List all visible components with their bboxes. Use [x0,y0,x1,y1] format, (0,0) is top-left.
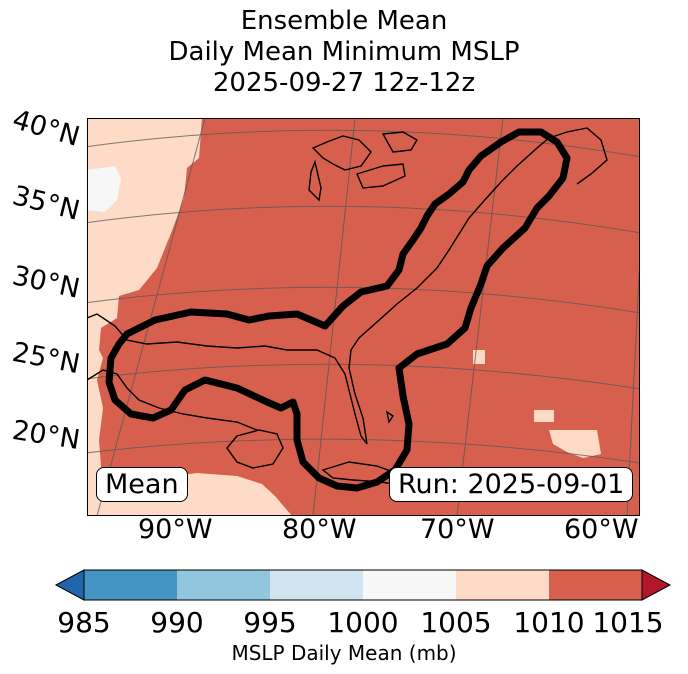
pressure-fill-1005-west [87,118,202,516]
colorbar-bin-1010 [549,570,642,600]
run-date-tag: Run: 2025-09-01 [389,467,634,502]
lat-label-35: 35°N [9,180,83,227]
colorbar-tick-1000: 1000 [327,606,399,639]
colorbar-frame [83,569,643,601]
colorbar-bin-1000 [363,570,456,600]
colorbar-bin-995 [270,570,363,600]
mean-tag: Mean [96,467,188,502]
colorbar-tick-990: 990 [150,606,204,639]
map-panel [87,118,640,516]
lat-label-30: 30°N [9,260,83,305]
lon-label-90w: 90°W [138,514,213,545]
colorbar-tick-1005: 1005 [420,606,492,639]
colorbar-extend-low [54,569,85,601]
colorbar-tick-1015: 1015 [592,606,664,639]
title-line-3: 2025-09-27 12z-12z [212,68,476,98]
ensemble-contour [105,128,571,492]
lon-label-70w: 70°W [420,514,495,545]
lat-label-40: 40°N [9,104,84,153]
title-line-1: Ensemble Mean [240,6,448,36]
pressure-fill-1005-patch-2 [534,410,554,422]
lat-label-25: 25°N [9,336,83,381]
colorbar-bin-985 [84,570,177,600]
colorbar-bin-990 [177,570,270,600]
pressure-fill-1000-patch [87,166,121,212]
map-frame [87,118,640,516]
colorbar-tick-995: 995 [243,606,297,639]
title-line-2: Daily Mean Minimum MSLP [168,37,520,67]
colorbar-tick-1010: 1010 [513,606,585,639]
colorbar [54,569,672,601]
lat-label-20: 20°N [9,414,83,457]
map-title: Ensemble Mean Daily Mean Minimum MSLP 20… [0,6,688,99]
colorbar-tick-985: 985 [57,606,111,639]
colorbar-label: MSLP Daily Mean (mb) [231,641,457,665]
pressure-fill-1005-patch-3 [549,430,601,458]
lon-label-60w: 60°W [564,514,639,545]
colorbar-extend-high [641,569,672,601]
colorbar-bin-1005 [456,570,549,600]
lon-label-80w: 80°W [282,514,357,545]
